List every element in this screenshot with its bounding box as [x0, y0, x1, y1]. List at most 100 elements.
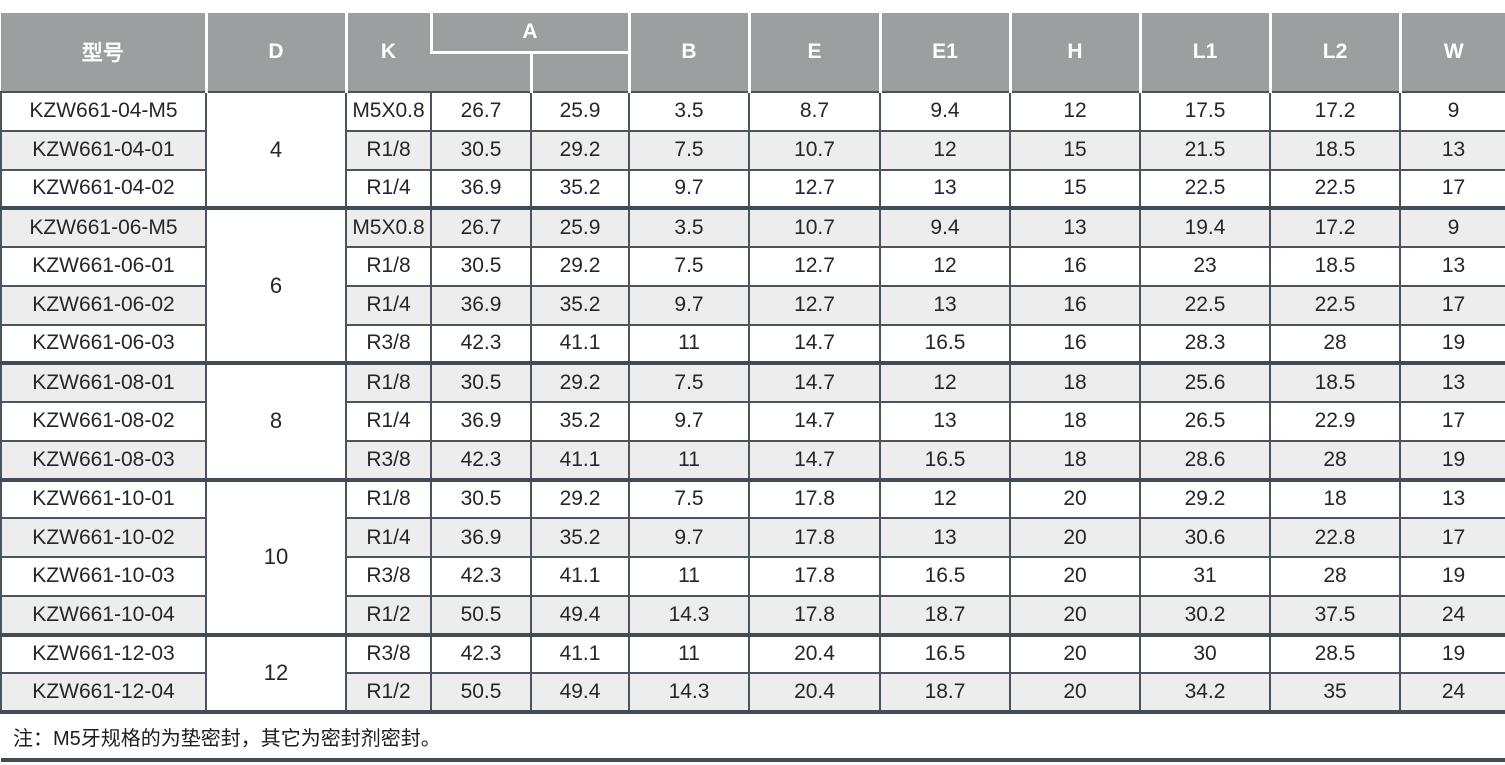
table-row: KZW661-04-01 R1/8 30.5 29.2 7.5 10.7 12 … — [0, 129, 1505, 170]
value-cell: 26.7 — [430, 206, 531, 247]
value-cell: 9 — [1399, 206, 1505, 247]
model-cell: KZW661-04-02 — [0, 168, 206, 209]
header-b: B — [627, 13, 750, 92]
value-cell: 26.5 — [1139, 401, 1271, 441]
value-cell: 17.5 — [1139, 91, 1271, 131]
value-cell: 30.5 — [430, 246, 531, 286]
value-cell: 9.4 — [879, 91, 1011, 131]
value-cell: 16 — [1009, 323, 1141, 364]
value-cell: 30.2 — [1139, 594, 1271, 635]
value-cell: 28 — [1269, 323, 1401, 364]
table-row: KZW661-10-01 10 R1/8 30.5 29.2 7.5 17.8 … — [0, 477, 1505, 635]
value-cell: 30.5 — [430, 361, 531, 402]
value-cell: 10.7 — [748, 206, 881, 247]
spec-table: 型号 D K A B E E1 H L1 L2 W KZW661-04-M5 4… — [0, 13, 1505, 762]
value-cell: 13 — [1399, 361, 1505, 402]
note-text: 注：M5牙规格的为垫密封，其它为密封剂密封。 — [1, 710, 1505, 762]
header-l2: L2 — [1268, 13, 1401, 92]
value-cell: 17.2 — [1269, 91, 1401, 131]
header-a-sub1 — [431, 52, 531, 92]
value-cell: 17.8 — [748, 477, 881, 519]
value-cell: 22.5 — [1139, 284, 1271, 325]
k-cell: R3/8 — [345, 556, 431, 596]
value-cell: 25.9 — [529, 91, 630, 131]
value-cell: 50.5 — [430, 672, 531, 712]
value-cell: 35 — [1269, 672, 1401, 712]
value-cell: 11 — [628, 323, 750, 364]
model-cell: KZW661-06-01 — [0, 246, 206, 286]
value-cell: 28 — [1269, 439, 1401, 480]
value-cell: 15 — [1009, 168, 1141, 209]
value-cell: 31 — [1139, 556, 1271, 596]
value-cell: 7.5 — [628, 246, 750, 286]
value-cell: 36.9 — [430, 401, 531, 441]
note-row: 注：M5牙规格的为垫密封，其它为密封剂密封。 — [1, 710, 1505, 762]
value-cell: 14.7 — [748, 401, 881, 441]
value-cell: 12.7 — [748, 168, 881, 209]
value-cell: 24 — [1399, 672, 1505, 712]
value-cell: 26.7 — [430, 91, 531, 131]
value-cell: 12 — [879, 129, 1011, 170]
value-cell: 12 — [879, 246, 1011, 286]
value-cell: 16.5 — [879, 323, 1011, 364]
value-cell: 17 — [1399, 517, 1505, 557]
value-cell: 35.2 — [529, 284, 630, 325]
value-cell: 22.9 — [1269, 401, 1401, 441]
header-subrow — [1, 52, 1505, 92]
value-cell: 13 — [879, 168, 1011, 209]
header-model: 型号 — [1, 13, 206, 92]
d-group-cell: 8 — [205, 361, 346, 480]
value-cell: 41.1 — [529, 632, 630, 674]
value-cell: 30 — [1139, 632, 1271, 674]
value-cell: 14.3 — [628, 672, 750, 712]
value-cell: 18 — [1009, 401, 1141, 441]
table-row: KZW661-12-03 12 R3/8 42.3 41.1 11 20.4 1… — [0, 632, 1505, 712]
value-cell: 18 — [1009, 439, 1141, 480]
value-cell: 9.7 — [628, 401, 750, 441]
value-cell: 14.3 — [628, 594, 750, 635]
k-cell: R1/4 — [345, 401, 431, 441]
table-row: KZW661-08-03 R3/8 42.3 41.1 11 14.7 16.5… — [0, 439, 1505, 480]
value-cell: 42.3 — [430, 323, 531, 364]
value-cell: 18 — [1269, 477, 1401, 519]
value-cell: 18.5 — [1269, 129, 1401, 170]
value-cell: 36.9 — [430, 168, 531, 209]
header-a: A — [429, 13, 630, 54]
model-cell: KZW661-06-03 — [0, 323, 206, 364]
model-cell: KZW661-04-M5 — [0, 91, 206, 131]
value-cell: 42.3 — [430, 632, 531, 674]
table-row: KZW661-04-M5 4 M5X0.8 26.7 25.9 3.5 8.7 … — [0, 90, 1505, 209]
d-group-cell: 10 — [205, 477, 346, 635]
value-cell: 10.7 — [748, 129, 881, 170]
value-cell: 13 — [1399, 246, 1505, 286]
value-cell: 35.2 — [529, 517, 630, 557]
table-row: KZW661-10-02 R1/4 36.9 35.2 9.7 17.8 13 … — [0, 517, 1505, 557]
value-cell: 28 — [1269, 556, 1401, 596]
value-cell: 13 — [1399, 477, 1505, 519]
value-cell: 3.5 — [628, 91, 750, 131]
model-cell: KZW661-12-04 — [0, 672, 206, 712]
value-cell: 22.5 — [1269, 284, 1401, 325]
value-cell: 29.2 — [529, 361, 630, 402]
table-row: KZW661-06-M5 6 M5X0.8 26.7 25.9 3.5 10.7… — [0, 206, 1505, 364]
value-cell: 35.2 — [529, 168, 630, 209]
table-row: KZW661-12-04 R1/2 50.5 49.4 14.3 20.4 18… — [0, 672, 1505, 712]
value-cell: 17.2 — [1269, 206, 1401, 247]
k-cell: R1/4 — [345, 517, 431, 557]
value-cell: 13 — [879, 284, 1011, 325]
value-cell: 37.5 — [1269, 594, 1401, 635]
value-cell: 20 — [1009, 632, 1141, 674]
k-cell: R1/2 — [345, 672, 431, 712]
value-cell: 22.5 — [1269, 168, 1401, 209]
value-cell: 17.8 — [748, 594, 881, 635]
table-row: KZW661-10-03 R3/8 42.3 41.1 11 17.8 16.5… — [0, 556, 1505, 596]
value-cell: 7.5 — [628, 477, 750, 519]
value-cell: 23 — [1139, 246, 1271, 286]
value-cell: 12.7 — [748, 246, 881, 286]
value-cell: 16.5 — [879, 632, 1011, 674]
value-cell: 14.7 — [748, 323, 881, 364]
value-cell: 11 — [628, 439, 750, 480]
model-cell: KZW661-10-03 — [0, 556, 206, 596]
value-cell: 25.9 — [529, 206, 630, 247]
